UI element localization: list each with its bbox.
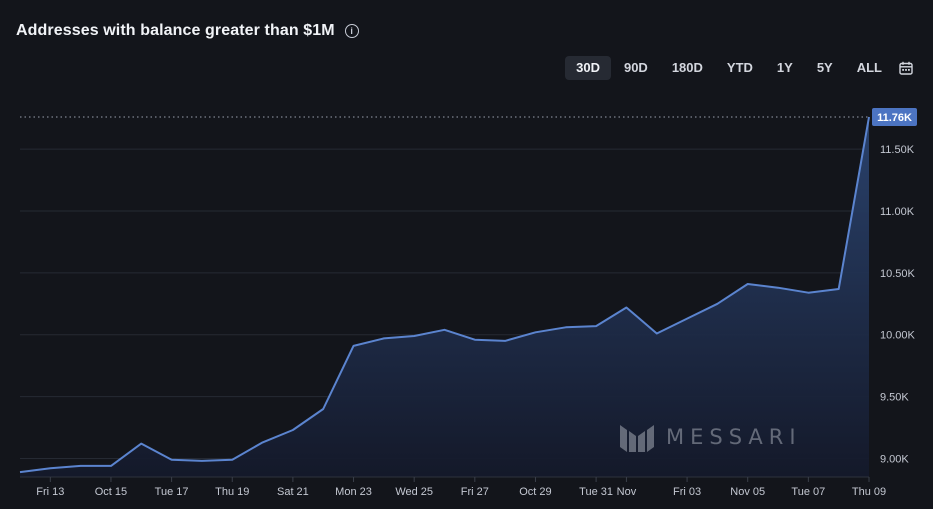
calendar-icon[interactable] — [899, 61, 913, 75]
data-point[interactable] — [715, 301, 720, 306]
data-point[interactable] — [624, 305, 629, 310]
y-tick-label: 9.00K — [880, 453, 909, 465]
last-value-label: 11.76K — [877, 112, 912, 124]
range-button-30d[interactable]: 30D — [565, 56, 611, 80]
x-tick-label: Tue 17 — [155, 486, 189, 498]
data-point[interactable] — [78, 463, 83, 468]
data-point[interactable] — [563, 325, 568, 330]
x-tick-label: Thu 19 — [215, 486, 249, 498]
x-tick-label: Thu 09 — [852, 486, 886, 498]
x-tick-label: Mon 23 — [335, 486, 372, 498]
data-point[interactable] — [594, 324, 599, 329]
x-tick-label: Nov — [617, 486, 637, 498]
data-point[interactable] — [745, 282, 750, 287]
data-point[interactable] — [381, 336, 386, 341]
data-point[interactable] — [412, 333, 417, 338]
x-tick-label: Oct 29 — [519, 486, 551, 498]
data-point[interactable] — [169, 457, 174, 462]
data-point[interactable] — [199, 458, 204, 463]
chart-title: Addresses with balance greater than $1M — [16, 22, 335, 39]
last-value-marker: 11.76K — [872, 108, 917, 126]
data-point[interactable] — [442, 327, 447, 332]
series-area — [20, 117, 869, 477]
y-tick-label: 11.00K — [880, 206, 915, 218]
data-point[interactable] — [290, 427, 295, 432]
x-tick-label: Sat 21 — [277, 486, 309, 498]
messari-logo-icon — [620, 425, 654, 452]
title-row: Addresses with balance greater than $1M … — [16, 22, 359, 40]
x-tick-label: Wed 25 — [395, 486, 433, 498]
last-value-badge — [872, 108, 917, 126]
data-point[interactable] — [260, 440, 265, 445]
x-tick-label: Nov 05 — [730, 486, 765, 498]
range-button-ytd[interactable]: YTD — [726, 60, 753, 75]
data-point[interactable] — [503, 338, 508, 343]
y-tick-label: 10.00K — [880, 330, 916, 342]
data-point[interactable] — [18, 470, 23, 475]
data-point[interactable] — [139, 441, 144, 446]
x-axis: Fri 13 Oct 15 Tue 17 Thu 19 Sat 21 Mon 23 Wed … — [20, 476, 886, 498]
data-point[interactable] — [321, 406, 326, 411]
data-point[interactable] — [867, 115, 872, 120]
x-tick-label: Tue 07 — [791, 486, 825, 498]
x-tick-label: Fri 27 — [461, 486, 489, 498]
data-point[interactable] — [533, 330, 538, 335]
data-point[interactable] — [654, 331, 659, 336]
data-point[interactable] — [108, 463, 113, 468]
range-button-5y[interactable]: 5Y — [816, 60, 833, 75]
range-button-all[interactable]: ALL — [856, 60, 882, 75]
data-point[interactable] — [685, 316, 690, 321]
x-tick-label: Fri 13 — [36, 486, 64, 498]
x-tick-label: Fri 03 — [673, 486, 701, 498]
watermark: MESSARI — [620, 422, 802, 452]
data-point[interactable] — [776, 285, 781, 290]
area-fill — [20, 117, 869, 477]
range-buttons: 30D 90D 180D YTD 1Y 5Y ALL — [563, 56, 893, 80]
data-point[interactable] — [351, 343, 356, 348]
range-button-1y[interactable]: 1Y — [776, 60, 793, 75]
data-point[interactable] — [230, 457, 235, 462]
range-button-90d[interactable]: 90D — [623, 60, 648, 75]
data-point[interactable] — [806, 290, 811, 295]
series-path — [19, 116, 870, 474]
y-tick-label: 9.50K — [880, 392, 909, 404]
data-point[interactable] — [48, 466, 53, 471]
y-tick-label: 10.50K — [880, 268, 916, 280]
watermark-text: MESSARI — [666, 425, 802, 449]
time-range-selector: 30D 90D 180D YTD 1Y 5Y ALL — [563, 56, 933, 80]
data-point[interactable] — [472, 337, 477, 342]
info-icon[interactable]: i — [344, 24, 359, 38]
x-tick-label: Tue 31 — [579, 486, 613, 498]
series-line — [18, 115, 872, 475]
x-tick-label: Oct 15 — [95, 486, 127, 498]
y-tick-label: 11.50K — [880, 144, 915, 156]
data-point[interactable] — [836, 286, 841, 291]
range-button-180d[interactable]: 180D — [671, 60, 703, 75]
y-axis: 9.00K 9.50K 10.00K 10.50K 11.00K 11.50K — [880, 144, 916, 465]
